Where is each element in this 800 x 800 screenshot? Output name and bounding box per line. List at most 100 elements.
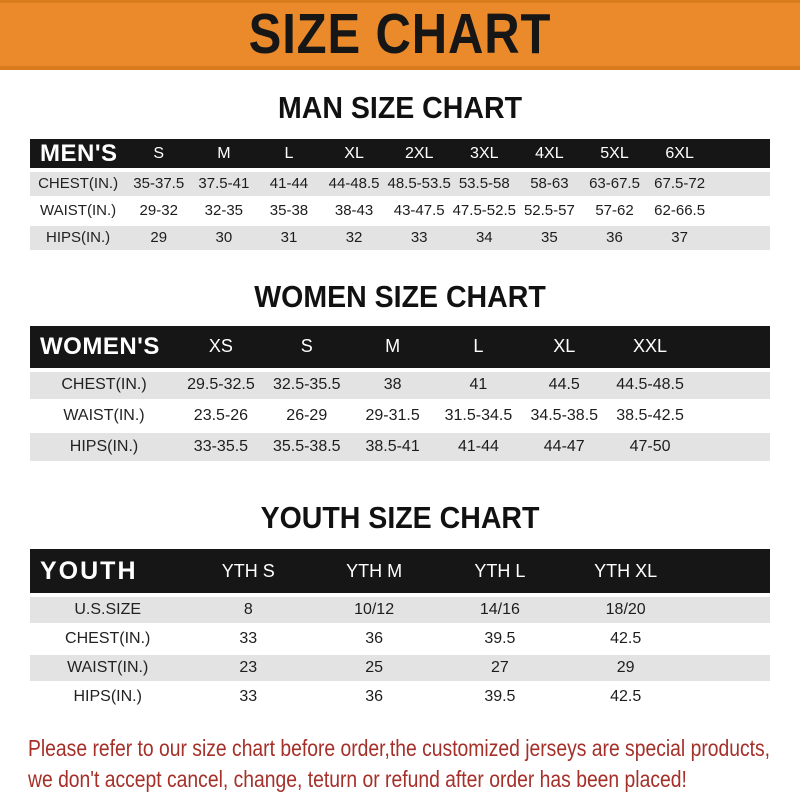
size-cell: 30 bbox=[215, 229, 233, 246]
size-cell: 29 bbox=[150, 229, 168, 246]
spacer-cell bbox=[689, 653, 770, 682]
column-header: YTH XL bbox=[562, 549, 689, 597]
size-cell: 41-44 bbox=[269, 175, 309, 193]
size-chart-banner: SIZE CHART bbox=[0, 0, 800, 70]
table-row: HIPS(IN.) 33-35.5 35.5-38.5 38.5-41 41-44 44-… bbox=[30, 431, 770, 463]
size-cell: 67.5-72 bbox=[654, 175, 706, 193]
size-cell: 25 bbox=[365, 658, 383, 676]
disclaimer-note: Please refer to our size chart before or… bbox=[0, 733, 800, 795]
column-header: S bbox=[263, 325, 350, 372]
spacer-cell bbox=[692, 325, 770, 372]
column-header: L bbox=[435, 325, 522, 372]
column-header: 3XL bbox=[451, 139, 517, 172]
row-label: HIPS(IN.) bbox=[73, 687, 142, 705]
size-cell: 27 bbox=[490, 658, 509, 676]
row-label: HIPS(IN.) bbox=[69, 438, 139, 455]
size-cell: 32 bbox=[345, 229, 363, 246]
size-cell: 42.5 bbox=[610, 687, 642, 705]
size-cell: 41-44 bbox=[457, 438, 499, 455]
table-row: WAIST(IN.) 23.5-26 26-29 29-31.5 31.5-34.5 34… bbox=[30, 400, 770, 432]
size-cell: 35-37.5 bbox=[133, 175, 185, 193]
column-header: 2XL bbox=[386, 139, 452, 172]
table-row: CHEST(IN.) 29.5-32.5 32.5-35.5 38 41 44.5 44.5… bbox=[30, 369, 770, 401]
row-label: WAIST(IN.) bbox=[40, 202, 117, 219]
size-cell: 37.5-41 bbox=[198, 175, 250, 193]
table-row: HIPS(IN.) 33 36 39.5 42.5 bbox=[30, 682, 770, 711]
spacer-cell bbox=[712, 224, 770, 251]
column-header: 6XL bbox=[647, 139, 713, 172]
size-cell: 23.5-26 bbox=[193, 407, 249, 424]
size-cell: 34 bbox=[475, 229, 493, 246]
column-header: YTH M bbox=[311, 549, 437, 597]
youth-section-heading: YOUTH SIZE CHART bbox=[260, 500, 540, 535]
table-row: CHEST(IN.) 33 36 39.5 42.5 bbox=[30, 624, 770, 653]
size-cell: 14/16 bbox=[479, 600, 520, 618]
disclaimer-line-2: we don't accept cancel, change, teturn o… bbox=[28, 765, 687, 792]
size-cell: 31 bbox=[280, 229, 298, 246]
size-cell: 35.5-38.5 bbox=[272, 438, 341, 455]
men-section-heading: MAN SIZE CHART bbox=[277, 90, 523, 125]
column-header: YTH L bbox=[436, 549, 563, 597]
page-title: SIZE CHART bbox=[248, 2, 552, 66]
size-cell: 53.5-58 bbox=[458, 175, 510, 193]
spacer-cell bbox=[689, 595, 770, 624]
column-header: XL bbox=[321, 139, 387, 172]
table-row: U.S.SIZE 8 10/12 14/16 18/20 bbox=[30, 595, 770, 624]
spacer-cell bbox=[712, 197, 770, 224]
size-cell: 57-62 bbox=[595, 202, 634, 219]
row-label: U.S.SIZE bbox=[74, 600, 142, 618]
size-cell: 36 bbox=[606, 229, 623, 246]
size-cell: 44-48.5 bbox=[328, 175, 380, 193]
size-cell: 35-38 bbox=[269, 202, 309, 219]
column-header: S bbox=[126, 139, 192, 172]
column-header: L bbox=[256, 139, 322, 172]
size-cell: 47.5-52.5 bbox=[452, 202, 516, 219]
table-row: WAIST(IN.) 23 25 27 29 bbox=[30, 653, 770, 682]
women-section-heading: WOMEN SIZE CHART bbox=[254, 278, 546, 314]
size-cell: 47-50 bbox=[629, 438, 671, 455]
table-row: CHEST(IN.) 35-37.5 37.5-41 41-44 44-48.5 48.5… bbox=[30, 170, 770, 197]
table-header-label: MEN'S bbox=[30, 139, 127, 172]
size-cell: 8 bbox=[243, 600, 253, 618]
table-row: WAIST(IN.) 29-32 32-35 35-38 38-43 43-47.5 47.… bbox=[30, 197, 770, 224]
size-cell: 34.5-38.5 bbox=[530, 407, 599, 424]
row-label: HIPS(IN.) bbox=[46, 229, 111, 246]
size-cell: 33 bbox=[410, 229, 428, 246]
size-cell: 39.5 bbox=[484, 687, 516, 705]
size-cell: 44-47 bbox=[543, 438, 585, 455]
column-header: M bbox=[349, 325, 436, 372]
column-header: 4XL bbox=[516, 139, 582, 172]
size-cell: 23 bbox=[239, 658, 258, 676]
youth-size-table: YOUTH YTH S YTH M YTH L YTH XL U.S.SIZE 8 10/12… bbox=[30, 549, 770, 713]
size-cell: 37 bbox=[671, 229, 688, 246]
size-cell: 29 bbox=[616, 658, 635, 676]
spacer-cell bbox=[693, 370, 770, 401]
size-cell: 29-31.5 bbox=[365, 407, 420, 424]
disclaimer-line-1: Please refer to our size chart before or… bbox=[28, 734, 771, 761]
size-cell: 33-35.5 bbox=[193, 438, 249, 455]
column-header: 5XL bbox=[581, 139, 648, 172]
column-header: XL bbox=[521, 325, 608, 372]
size-cell: 26-29 bbox=[286, 407, 328, 424]
row-label: CHEST(IN.) bbox=[38, 175, 119, 193]
spacer-cell bbox=[688, 549, 770, 597]
size-cell: 10/12 bbox=[354, 600, 395, 618]
header-bar-row: MEN'S S M L XL 2XL 3XL 4XL 5XL 6XL bbox=[30, 139, 770, 172]
size-cell: 36 bbox=[365, 629, 383, 647]
header-bar-row: YOUTH YTH S YTH M YTH L YTH XL bbox=[30, 549, 770, 597]
size-cell: 38.5-42.5 bbox=[616, 407, 684, 424]
size-cell: 33 bbox=[239, 629, 258, 647]
row-label: WAIST(IN.) bbox=[63, 407, 145, 424]
size-cell: 44.5-48.5 bbox=[616, 376, 684, 394]
women-size-table: WOMEN'S XS S M L XL XXL CHEST(IN.) 29.5-32.5 32.5… bbox=[30, 325, 770, 465]
size-cell: 41 bbox=[469, 376, 488, 394]
column-header: M bbox=[191, 139, 257, 172]
size-cell: 18/20 bbox=[605, 600, 646, 618]
size-cell: 38.5-41 bbox=[365, 438, 420, 455]
table-row: HIPS(IN.) 29 30 31 32 33 34 35 36 37 bbox=[30, 224, 770, 251]
size-cell: 35 bbox=[541, 229, 558, 246]
spacer-cell bbox=[689, 682, 770, 711]
table-header-label: WOMEN'S bbox=[30, 325, 179, 372]
size-cell: 52.5-57 bbox=[523, 202, 575, 219]
